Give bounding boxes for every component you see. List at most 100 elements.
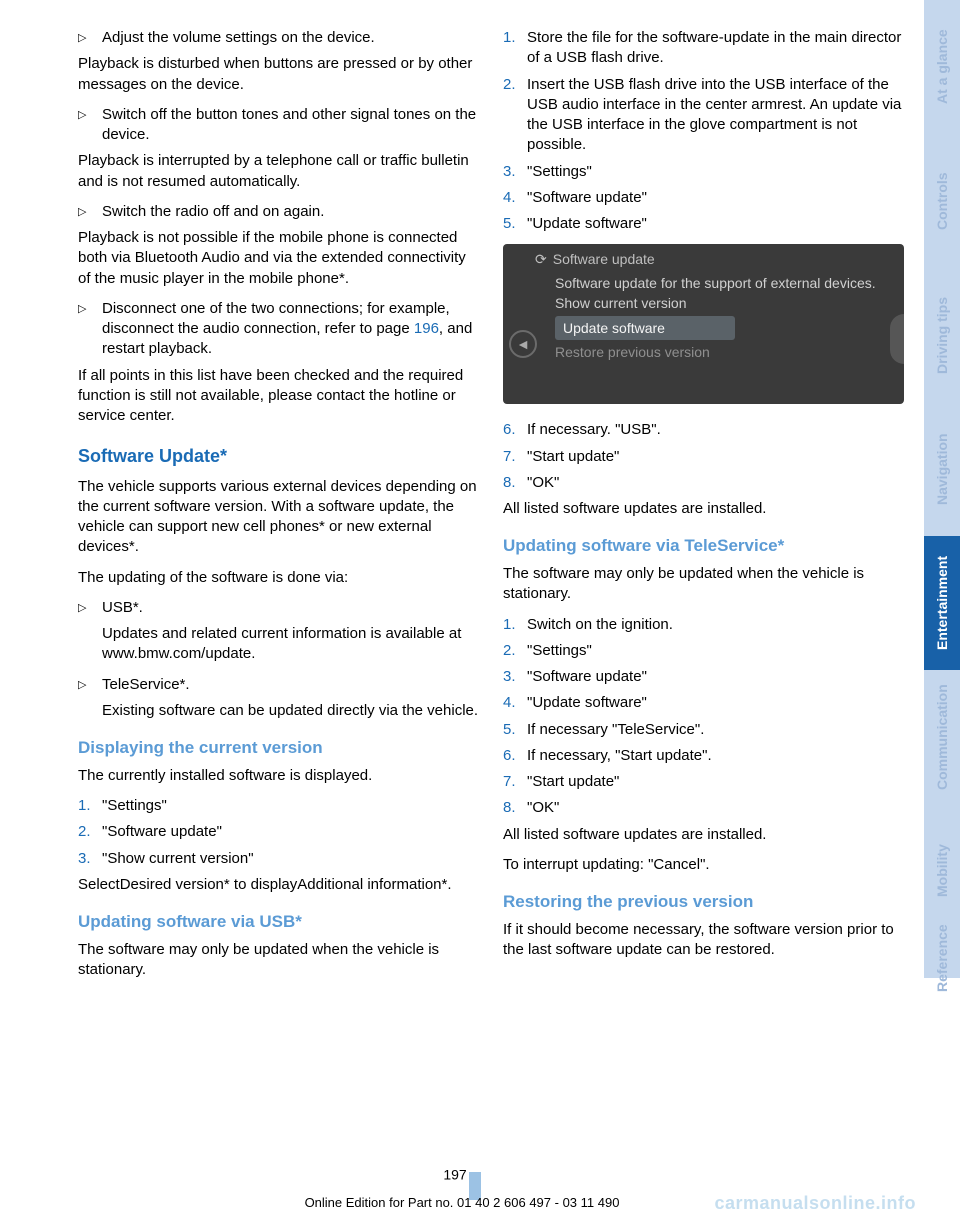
list-text: If necessary, "Start update". (527, 746, 712, 766)
list-item: 4."Update software" (503, 693, 904, 713)
list-item: 3."Show current version" (78, 849, 479, 869)
tab-driving-tips[interactable]: Driving tips (924, 268, 960, 402)
paragraph: Playback is disturbed when buttons are p… (78, 54, 479, 95)
right-handle-icon (890, 314, 904, 364)
bullet-text: Disconnect one of the two connections; f… (102, 299, 479, 360)
list-text: "Start update" (527, 772, 619, 792)
list-number: 2. (503, 641, 527, 661)
page-link[interactable]: 196 (414, 320, 439, 337)
paragraph: The vehicle supports various external de… (78, 477, 479, 558)
bullet-text: USB*. (102, 598, 143, 618)
screenshot-line: Software update for the support of exter… (555, 273, 894, 293)
list-item: 3."Software update" (503, 667, 904, 687)
bullet-marker: ▷ (78, 28, 102, 48)
text-pre: Disconnect one of the two connections; f… (102, 300, 450, 337)
right-column: 1.Store the file for the software-update… (503, 28, 904, 1212)
list-number: 8. (503, 798, 527, 818)
idrive-screenshot: ⟳ Software update Software update for th… (503, 244, 904, 404)
list-text: "OK" (527, 798, 559, 818)
list-text: Switch on the ignition. (527, 615, 673, 635)
list-item: 5.If necessary "TeleService". (503, 720, 904, 740)
screenshot-body: Software update for the support of exter… (503, 271, 904, 368)
paragraph: The software may only be updated when th… (78, 940, 479, 981)
watermark: carmanualsonline.info (714, 1193, 916, 1214)
paragraph: Playback is not possible if the mobile p… (78, 228, 479, 289)
list-number: 7. (503, 772, 527, 792)
list-item: 1.Store the file for the software-update… (503, 28, 904, 69)
tab-reference[interactable]: Reference (924, 938, 960, 978)
list-item: 8."OK" (503, 473, 904, 493)
list-item: 7."Start update" (503, 772, 904, 792)
tab-mobility[interactable]: Mobility (924, 804, 960, 938)
bullet-item: ▷ Switch the radio off and on again. (78, 202, 479, 222)
list-item: 6.If necessary. "USB". (503, 420, 904, 440)
screenshot-line-dim: Restore previous version (555, 342, 894, 362)
list-text: Insert the USB flash drive into the USB … (527, 75, 904, 156)
paragraph: SelectDesired version* to displayAdditio… (78, 875, 479, 895)
bullet-marker: ▷ (78, 675, 102, 695)
list-number: 4. (503, 188, 527, 208)
list-text: "Settings" (102, 796, 167, 816)
list-text: "Settings" (527, 162, 592, 182)
list-number: 3. (503, 162, 527, 182)
list-number: 8. (503, 473, 527, 493)
list-number: 7. (503, 447, 527, 467)
tab-controls[interactable]: Controls (924, 134, 960, 268)
list-item: 2."Settings" (503, 641, 904, 661)
list-text: If necessary "TeleService". (527, 720, 704, 740)
heading-updating-teleservice: Updating software via TeleService* (503, 535, 904, 558)
bullet-item: ▷ TeleService*. (78, 675, 479, 695)
left-column: ▷ Adjust the volume settings on the devi… (78, 28, 479, 1212)
bullet-item: ▷ Disconnect one of the two connections;… (78, 299, 479, 360)
heading-restoring: Restoring the previous version (503, 891, 904, 914)
bullet-text: Switch off the button tones and other si… (102, 105, 479, 146)
screenshot-title: Software update (553, 250, 655, 269)
list-number: 5. (503, 214, 527, 234)
list-item: 2."Software update" (78, 822, 479, 842)
bullet-item: ▷ Switch off the button tones and other … (78, 105, 479, 146)
list-item: 7."Start update" (503, 447, 904, 467)
list-text: "Software update" (527, 188, 647, 208)
list-number: 3. (78, 849, 102, 869)
bullet-marker: ▷ (78, 105, 102, 146)
list-number: 1. (78, 796, 102, 816)
section-tabs: At a glance Controls Driving tips Naviga… (924, 0, 960, 1222)
screenshot-selected: Update software (555, 316, 735, 340)
list-text: "Software update" (527, 667, 647, 687)
list-item: 3."Settings" (503, 162, 904, 182)
page-number-wrap: 197 (0, 1162, 924, 1190)
tab-navigation[interactable]: Navigation (924, 402, 960, 536)
heading-software-update: Software Update* (78, 444, 479, 468)
list-number: 3. (503, 667, 527, 687)
paragraph: The currently installed software is disp… (78, 766, 479, 786)
paragraph: To interrupt updating: "Cancel". (503, 855, 904, 875)
tab-communication[interactable]: Communication (924, 670, 960, 804)
list-text: If necessary. "USB". (527, 420, 661, 440)
list-text: "Software update" (102, 822, 222, 842)
list-text: Store the file for the software-update i… (527, 28, 904, 69)
list-number: 1. (503, 28, 527, 69)
paragraph: The software may only be updated when th… (503, 564, 904, 605)
screenshot-line: Show current version (555, 293, 894, 313)
bullet-marker: ▷ (78, 299, 102, 360)
paragraph: If it should become necessary, the softw… (503, 920, 904, 961)
bullet-item: ▷ USB*. (78, 598, 479, 618)
list-number: 2. (78, 822, 102, 842)
bullet-text: Switch the radio off and on again. (102, 202, 324, 222)
list-text: "OK" (527, 473, 559, 493)
screenshot-header: ⟳ Software update (503, 244, 904, 271)
manual-page: ▷ Adjust the volume settings on the devi… (0, 0, 960, 1222)
list-text: "Settings" (527, 641, 592, 661)
tab-at-a-glance[interactable]: At a glance (924, 0, 960, 134)
paragraph: If all points in this list have been che… (78, 366, 479, 427)
list-item: 6.If necessary, "Start update". (503, 746, 904, 766)
list-item: 8."OK" (503, 798, 904, 818)
list-text: "Show current version" (102, 849, 254, 869)
heading-current-version: Displaying the current version (78, 737, 479, 760)
sub-paragraph: Updates and related current information … (102, 624, 479, 665)
tab-entertainment[interactable]: Entertainment (924, 536, 960, 670)
bullet-text: TeleService*. (102, 675, 190, 695)
bullet-marker: ▷ (78, 598, 102, 618)
list-item: 1.Switch on the ignition. (503, 615, 904, 635)
paragraph: All listed software updates are installe… (503, 825, 904, 845)
